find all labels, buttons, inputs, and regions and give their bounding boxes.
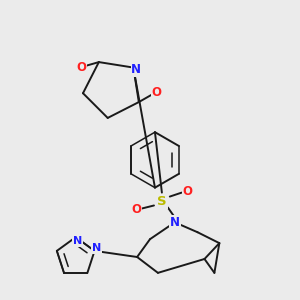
Text: N: N xyxy=(73,236,82,246)
Text: N: N xyxy=(131,63,141,76)
Text: N: N xyxy=(170,216,180,229)
Text: N: N xyxy=(92,243,101,253)
Text: O: O xyxy=(152,86,162,99)
Text: O: O xyxy=(76,61,86,74)
Text: S: S xyxy=(157,195,167,208)
Text: O: O xyxy=(131,203,141,216)
Text: O: O xyxy=(183,185,193,198)
